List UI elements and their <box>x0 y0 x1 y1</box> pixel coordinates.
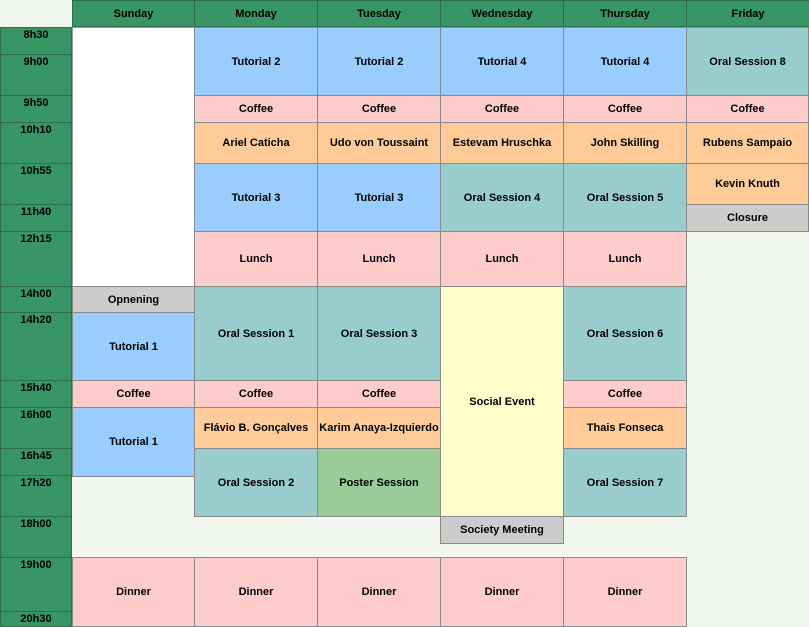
event-dinner-sunday[interactable]: Dinner <box>72 557 195 627</box>
time-slot-label: 8h30 <box>0 27 72 55</box>
time-slot-label: 15h40 <box>0 380 72 408</box>
event-social-wednesday[interactable]: Social Event <box>440 286 564 517</box>
event-coffee-tuesday[interactable]: Coffee <box>317 95 441 123</box>
event-talk-tuesday[interactable]: Udo von Toussaint <box>317 122 441 164</box>
time-slot-label: 10h10 <box>0 122 72 164</box>
time-slot-label: 16h00 <box>0 407 72 449</box>
event-coffee-sunday[interactable]: Coffee <box>72 380 195 408</box>
event-talk-thursday[interactable]: John Skilling <box>563 122 687 164</box>
event-tutorial-tuesday[interactable]: Tutorial 3 <box>317 163 441 232</box>
event-lunch-thursday[interactable]: Lunch <box>563 231 687 287</box>
event-talk-monday[interactable]: Flávio B. Gonçalves <box>194 407 318 449</box>
event-oral-thursday[interactable]: Oral Session 7 <box>563 448 687 517</box>
event-coffee-thursday[interactable]: Coffee <box>563 380 687 408</box>
time-slot-label: 19h00 <box>0 557 72 612</box>
event-tutorial-sunday[interactable]: Tutorial 1 <box>72 312 195 381</box>
event-dinner-wednesday[interactable]: Dinner <box>440 557 564 627</box>
event-dinner-monday[interactable]: Dinner <box>194 557 318 627</box>
event-tutorial-wednesday[interactable]: Tutorial 4 <box>440 27 564 96</box>
event-oral-wednesday[interactable]: Oral Session 4 <box>440 163 564 232</box>
event-oral-tuesday[interactable]: Oral Session 3 <box>317 286 441 381</box>
event-oral-thursday[interactable]: Oral Session 5 <box>563 163 687 232</box>
event-lunch-tuesday[interactable]: Lunch <box>317 231 441 287</box>
event-coffee-wednesday[interactable]: Coffee <box>440 95 564 123</box>
time-slot-label: 10h55 <box>0 163 72 205</box>
event-coffee-monday[interactable]: Coffee <box>194 380 318 408</box>
day-header-wednesday: Wednesday <box>440 0 564 27</box>
event-talk-friday[interactable]: Kevin Knuth <box>686 163 809 205</box>
day-header-friday: Friday <box>686 0 809 27</box>
event-tutorial-thursday[interactable]: Tutorial 4 <box>563 27 687 96</box>
time-slot-label: 16h45 <box>0 448 72 476</box>
event-talk-monday[interactable]: Ariel Caticha <box>194 122 318 164</box>
event-coffee-monday[interactable]: Coffee <box>194 95 318 123</box>
day-header-thursday: Thursday <box>563 0 687 27</box>
event-oral-thursday[interactable]: Oral Session 6 <box>563 286 687 381</box>
event-grey-sunday[interactable]: Opnening <box>72 286 195 313</box>
event-talk-thursday[interactable]: Thais Fonseca <box>563 407 687 449</box>
time-slot-label: 20h30 <box>0 611 72 627</box>
day-header-tuesday: Tuesday <box>317 0 441 27</box>
time-slot-label: 14h20 <box>0 312 72 381</box>
event-lunch-wednesday[interactable]: Lunch <box>440 231 564 287</box>
time-slot-label: 11h40 <box>0 204 72 232</box>
time-slot-label: 9h50 <box>0 95 72 123</box>
event-poster-tuesday[interactable]: Poster Session <box>317 448 441 517</box>
event-grey-friday[interactable]: Closure <box>686 204 809 232</box>
empty-slot <box>72 27 195 287</box>
time-slot-label: 12h15 <box>0 231 72 287</box>
event-oral-monday[interactable]: Oral Session 2 <box>194 448 318 517</box>
event-grey-wednesday[interactable]: Society Meeting <box>440 516 564 544</box>
event-talk-wednesday[interactable]: Estevam Hruschka <box>440 122 564 164</box>
time-slot-label: 18h00 <box>0 516 72 558</box>
event-tutorial-monday[interactable]: Tutorial 3 <box>194 163 318 232</box>
day-header-sunday: Sunday <box>72 0 195 27</box>
time-slot-label: 14h00 <box>0 286 72 313</box>
day-header-monday: Monday <box>194 0 318 27</box>
event-talk-friday[interactable]: Rubens Sampaio <box>686 122 809 164</box>
event-tutorial-sunday[interactable]: Tutorial 1 <box>72 407 195 477</box>
event-dinner-thursday[interactable]: Dinner <box>563 557 687 627</box>
time-slot-label: 9h00 <box>0 54 72 96</box>
event-tutorial-monday[interactable]: Tutorial 2 <box>194 27 318 96</box>
event-coffee-tuesday[interactable]: Coffee <box>317 380 441 408</box>
event-coffee-thursday[interactable]: Coffee <box>563 95 687 123</box>
event-oral-friday[interactable]: Oral Session 8 <box>686 27 809 96</box>
event-lunch-monday[interactable]: Lunch <box>194 231 318 287</box>
event-tutorial-tuesday[interactable]: Tutorial 2 <box>317 27 441 96</box>
time-slot-label: 17h20 <box>0 475 72 517</box>
event-talk-tuesday[interactable]: Karim Anaya-Izquierdo <box>317 407 441 449</box>
event-oral-monday[interactable]: Oral Session 1 <box>194 286 318 381</box>
event-coffee-friday[interactable]: Coffee <box>686 95 809 123</box>
event-dinner-tuesday[interactable]: Dinner <box>317 557 441 627</box>
